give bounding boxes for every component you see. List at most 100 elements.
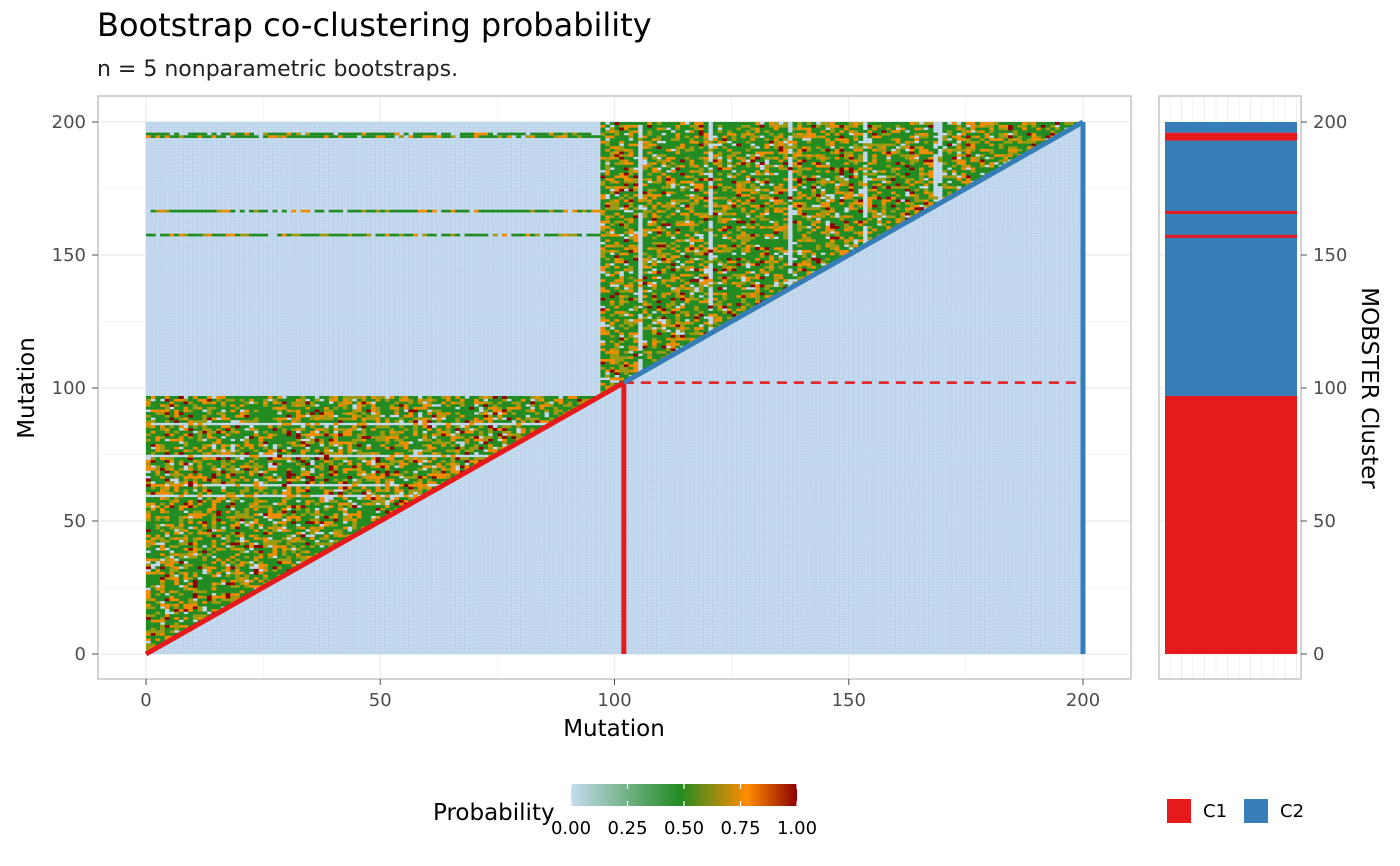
co-cluster-cell xyxy=(352,441,358,445)
co-cluster-cell xyxy=(459,401,465,405)
co-cluster-cell xyxy=(249,406,255,410)
co-cluster-cell xyxy=(230,494,236,498)
co-cluster-cell xyxy=(562,403,568,407)
co-cluster-cell xyxy=(267,547,273,551)
co-cluster-cell xyxy=(328,465,334,469)
co-cluster-cell xyxy=(220,531,226,535)
co-cluster-cell xyxy=(155,523,161,527)
co-cluster-cell xyxy=(202,590,208,594)
co-cluster-cell xyxy=(225,438,231,442)
co-cluster-cell xyxy=(441,462,447,466)
co-cluster-cell xyxy=(455,435,461,439)
co-cluster-cell xyxy=(441,467,447,471)
co-cluster-cell xyxy=(253,528,259,532)
co-cluster-cell xyxy=(216,451,222,455)
co-cluster-cell xyxy=(225,433,231,437)
co-cluster-cell xyxy=(263,571,269,575)
co-cluster-cell xyxy=(183,409,189,413)
co-cluster-cell xyxy=(305,465,311,469)
co-cluster-cell xyxy=(562,406,568,410)
co-cluster-cell xyxy=(146,558,151,562)
co-cluster-cell xyxy=(211,531,217,535)
co-cluster-cell xyxy=(408,395,414,399)
co-cluster-cell xyxy=(220,544,226,548)
co-cluster-cell xyxy=(295,425,301,429)
co-cluster-cell xyxy=(183,435,189,439)
co-cluster-cell xyxy=(230,457,236,461)
co-cluster-cell xyxy=(225,600,231,604)
co-cluster-cell xyxy=(708,313,714,317)
co-cluster-cell xyxy=(356,443,362,447)
co-cluster-cell xyxy=(314,473,320,477)
co-cluster-cell xyxy=(338,531,344,535)
co-cluster-cell xyxy=(150,590,156,594)
co-cluster-cell xyxy=(305,544,311,548)
co-cluster-cell xyxy=(352,409,358,413)
co-cluster-cell xyxy=(225,459,231,463)
co-cluster-cell xyxy=(146,592,151,596)
co-cluster-cell xyxy=(286,481,292,485)
co-cluster-cell xyxy=(258,544,264,548)
co-cluster-cell xyxy=(244,502,250,506)
co-cluster-cell xyxy=(398,483,404,487)
co-cluster-cell xyxy=(389,473,395,477)
co-cluster-cell xyxy=(235,571,240,575)
co-cluster-cell xyxy=(235,443,240,447)
co-cluster-cell xyxy=(347,417,353,421)
co-cluster-cell xyxy=(623,353,629,357)
co-cluster-cell xyxy=(694,334,700,338)
co-cluster-cell xyxy=(206,462,212,466)
co-cluster-cell xyxy=(291,531,297,535)
co-cluster-cell xyxy=(164,446,170,450)
co-cluster-cell xyxy=(295,433,301,437)
co-cluster-cell xyxy=(150,510,156,514)
co-cluster-cell xyxy=(614,364,620,368)
co-cluster-cell xyxy=(197,518,203,522)
co-cluster-cell xyxy=(174,603,180,607)
co-cluster-cell xyxy=(169,446,175,450)
co-cluster-cell xyxy=(366,521,372,524)
co-cluster-cell xyxy=(164,457,170,461)
co-cluster-cell xyxy=(272,403,278,407)
co-cluster-cell xyxy=(441,470,447,474)
co-cluster-cell xyxy=(155,398,161,402)
co-cluster-cell xyxy=(150,430,156,434)
co-cluster-cell xyxy=(647,332,653,336)
co-cluster-cell xyxy=(272,558,278,562)
co-cluster-cell xyxy=(445,409,451,413)
co-cluster-cell xyxy=(202,614,208,618)
co-cluster-cell xyxy=(230,475,236,479)
co-cluster-cell xyxy=(511,409,517,413)
co-cluster-cell xyxy=(216,462,222,466)
co-cluster-cell xyxy=(398,398,404,402)
co-cluster-cell xyxy=(441,433,447,437)
co-cluster-cell xyxy=(155,395,161,399)
co-cluster-cell xyxy=(174,539,180,543)
co-cluster-cell xyxy=(656,329,662,333)
co-cluster-cell xyxy=(277,515,283,519)
co-cluster-cell xyxy=(244,403,250,407)
co-cluster-cell xyxy=(600,329,606,333)
co-cluster-cell xyxy=(469,395,475,399)
co-cluster-cell xyxy=(417,478,423,482)
co-cluster-cell xyxy=(206,425,212,429)
co-cluster-cell xyxy=(192,568,198,572)
co-cluster-cell xyxy=(300,409,306,413)
co-cluster-cell xyxy=(286,427,292,431)
co-cluster-cell xyxy=(305,518,311,522)
co-cluster-cell xyxy=(389,502,395,506)
co-cluster-cell xyxy=(642,316,648,320)
co-cluster-cell xyxy=(178,598,184,602)
co-cluster-cell xyxy=(338,507,344,511)
co-cluster-cell xyxy=(347,465,353,469)
co-cluster-cell xyxy=(347,443,353,447)
co-cluster-cell xyxy=(384,457,390,461)
co-cluster-cell xyxy=(206,536,212,540)
co-cluster-cell xyxy=(338,406,344,410)
co-cluster-cell xyxy=(174,606,180,610)
co-cluster-cell xyxy=(258,579,264,583)
co-cluster-cell xyxy=(267,499,273,503)
co-cluster-cell xyxy=(249,433,255,437)
co-cluster-cell xyxy=(174,595,180,599)
co-cluster-cell xyxy=(338,409,344,413)
